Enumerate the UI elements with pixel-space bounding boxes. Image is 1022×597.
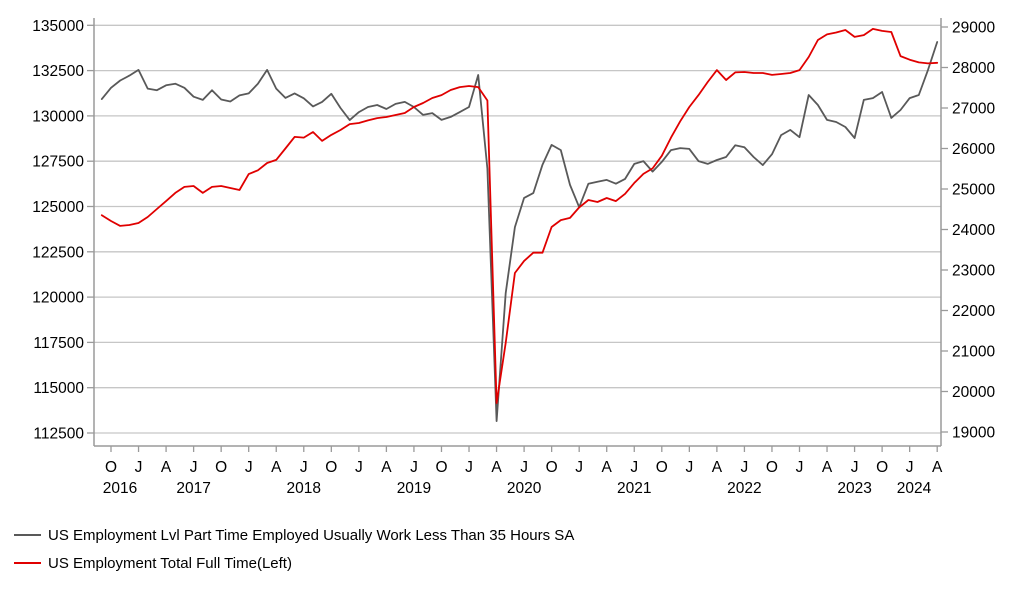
legend-label-part-time: US Employment Lvl Part Time Employed Usu… bbox=[48, 526, 575, 544]
svg-text:117500: 117500 bbox=[33, 335, 84, 352]
svg-text:115000: 115000 bbox=[33, 380, 84, 397]
svg-text:A: A bbox=[932, 459, 943, 476]
svg-text:19000: 19000 bbox=[952, 425, 995, 442]
svg-text:A: A bbox=[712, 459, 723, 476]
svg-text:112500: 112500 bbox=[33, 426, 84, 443]
svg-text:J: J bbox=[685, 459, 693, 476]
svg-text:J: J bbox=[465, 459, 473, 476]
svg-text:O: O bbox=[656, 459, 668, 476]
svg-text:O: O bbox=[766, 459, 778, 476]
svg-text:22000: 22000 bbox=[952, 303, 995, 320]
legend-item-part-time: US Employment Lvl Part Time Employed Usu… bbox=[14, 521, 574, 549]
svg-text:27000: 27000 bbox=[952, 101, 995, 118]
svg-text:2021: 2021 bbox=[617, 480, 651, 497]
svg-text:O: O bbox=[435, 459, 447, 476]
legend-item-full-time: US Employment Total Full Time(Left) bbox=[14, 549, 574, 577]
svg-text:25000: 25000 bbox=[952, 182, 995, 199]
svg-text:2017: 2017 bbox=[176, 480, 210, 497]
svg-text:135000: 135000 bbox=[32, 18, 84, 35]
year-labels: 2016 2017 2018 2019 2020 2021 2022 2023 2024 bbox=[103, 480, 932, 497]
svg-text:A: A bbox=[161, 459, 172, 476]
svg-text:J: J bbox=[355, 459, 363, 476]
svg-text:O: O bbox=[325, 459, 337, 476]
svg-text:132500: 132500 bbox=[32, 63, 84, 80]
svg-text:26000: 26000 bbox=[952, 141, 995, 158]
left-axis-labels: 135000 132500 130000 127500 125000 122500 1200… bbox=[32, 18, 94, 443]
svg-text:125000: 125000 bbox=[32, 199, 84, 216]
svg-text:J: J bbox=[520, 459, 528, 476]
svg-text:J: J bbox=[300, 459, 308, 476]
svg-text:2022: 2022 bbox=[727, 480, 761, 497]
svg-text:28000: 28000 bbox=[952, 60, 995, 77]
svg-text:J: J bbox=[245, 459, 253, 476]
right-axis-labels: 29000 28000 27000 26000 25000 24000 23000 22000… bbox=[941, 20, 995, 442]
svg-text:21000: 21000 bbox=[952, 344, 995, 361]
svg-text:23000: 23000 bbox=[952, 263, 995, 280]
svg-text:2020: 2020 bbox=[507, 480, 542, 497]
svg-text:J: J bbox=[410, 459, 418, 476]
svg-text:122500: 122500 bbox=[32, 244, 84, 261]
svg-text:O: O bbox=[546, 459, 558, 476]
gridlines bbox=[94, 24, 941, 434]
dual-axis-line-chart: 135000 132500 130000 127500 125000 122500 1200… bbox=[32, 18, 995, 497]
svg-text:127500: 127500 bbox=[32, 154, 84, 171]
svg-text:O: O bbox=[105, 459, 117, 476]
full-time-line-swatch bbox=[14, 562, 41, 564]
svg-text:A: A bbox=[491, 459, 502, 476]
svg-text:2019: 2019 bbox=[397, 480, 431, 497]
svg-text:J: J bbox=[741, 459, 749, 476]
svg-text:20000: 20000 bbox=[952, 384, 995, 401]
svg-text:J: J bbox=[190, 459, 198, 476]
svg-text:A: A bbox=[271, 459, 282, 476]
svg-text:29000: 29000 bbox=[952, 20, 995, 37]
chart-legend: US Employment Lvl Part Time Employed Usu… bbox=[14, 521, 574, 577]
part-time-series-line bbox=[100, 41, 939, 423]
legend-label-full-time: US Employment Total Full Time(Left) bbox=[48, 554, 292, 572]
svg-text:J: J bbox=[796, 459, 804, 476]
svg-text:A: A bbox=[822, 459, 833, 476]
svg-text:2023: 2023 bbox=[837, 480, 871, 497]
chart-area: 135000 132500 130000 127500 125000 122500 1200… bbox=[32, 18, 995, 497]
svg-text:J: J bbox=[851, 459, 859, 476]
svg-text:120000: 120000 bbox=[32, 290, 84, 307]
svg-text:A: A bbox=[381, 459, 392, 476]
svg-text:2024: 2024 bbox=[897, 480, 932, 497]
svg-text:J: J bbox=[575, 459, 583, 476]
svg-text:24000: 24000 bbox=[952, 222, 995, 239]
svg-text:130000: 130000 bbox=[32, 108, 84, 125]
part-time-line-swatch bbox=[14, 534, 41, 536]
svg-text:O: O bbox=[215, 459, 227, 476]
full-time-series-line bbox=[100, 27, 939, 405]
axes bbox=[93, 18, 942, 447]
svg-text:A: A bbox=[602, 459, 613, 476]
svg-text:J: J bbox=[135, 459, 143, 476]
svg-text:2016: 2016 bbox=[103, 480, 137, 497]
svg-text:J: J bbox=[906, 459, 914, 476]
svg-text:O: O bbox=[876, 459, 888, 476]
svg-text:2018: 2018 bbox=[287, 480, 321, 497]
svg-text:J: J bbox=[630, 459, 638, 476]
